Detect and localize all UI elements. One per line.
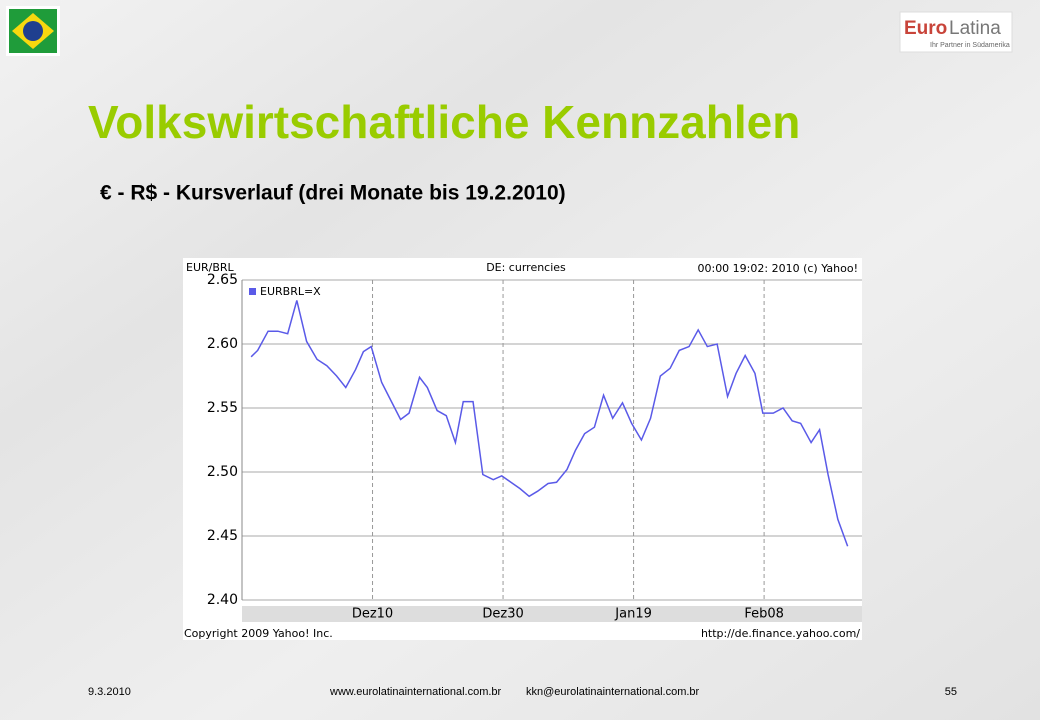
chart: EUR/BRL DE: currencies 00:00 19:02: 2010… xyxy=(183,258,862,640)
x-tick-label: Feb08 xyxy=(744,607,784,622)
y-tick-label: 2.60 xyxy=(207,336,238,352)
chart-background xyxy=(183,258,862,640)
logo: Euro Latina Ihr Partner in Südamerika xyxy=(899,11,1013,53)
slide-title: Volkswirtschaftliche Kennzahlen xyxy=(88,96,800,148)
footer-website: www.eurolatinainternational.com.br xyxy=(329,686,502,698)
slide-subtitle: € - R$ - Kursverlauf (drei Monate bis 19… xyxy=(100,182,566,205)
x-tick-label: Dez10 xyxy=(352,607,393,622)
x-axis-band xyxy=(242,606,862,622)
y-tick-label: 2.55 xyxy=(207,400,238,416)
footer-email: kkn@eurolatinainternational.com.br xyxy=(526,686,700,698)
y-tick-label: 2.65 xyxy=(207,272,238,288)
logo-brand: Latina xyxy=(949,18,1001,39)
chart-header: DE: currencies xyxy=(486,261,566,274)
x-tick-label: Jan19 xyxy=(614,607,652,622)
x-tick-label: Dez30 xyxy=(482,607,523,622)
flag xyxy=(6,6,60,56)
y-tick-label: 2.50 xyxy=(207,464,238,480)
chart-footer: http://de.finance.yahoo.com/ xyxy=(701,627,860,640)
chart-footer: Copyright 2009 Yahoo! Inc. xyxy=(184,627,333,640)
legend-label: EURBRL=X xyxy=(260,285,321,298)
footer-date: 9.3.2010 xyxy=(88,686,131,698)
y-tick-label: 2.40 xyxy=(207,592,238,608)
logo-brand: Euro xyxy=(904,18,947,39)
logo-tagline: Ihr Partner in Südamerika xyxy=(930,42,1010,49)
legend-swatch xyxy=(249,288,256,295)
chart-header: 00:00 19:02: 2010 (c) Yahoo! xyxy=(697,262,858,275)
data-line xyxy=(250,300,849,547)
chart-header: EUR/BRL xyxy=(186,261,235,274)
y-tick-label: 2.45 xyxy=(207,528,238,544)
footer-page: 55 xyxy=(945,686,957,698)
